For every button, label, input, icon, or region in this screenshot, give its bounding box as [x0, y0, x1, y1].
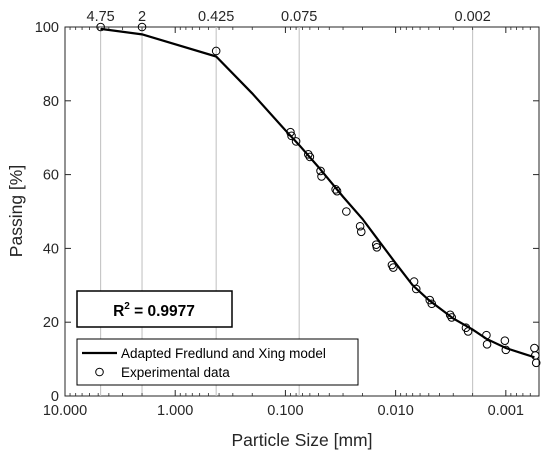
- y-axis-label: Passing [%]: [6, 165, 26, 257]
- r2-text: R2 = 0.9977: [113, 301, 195, 320]
- data-point: [137, 22, 147, 32]
- data-point: [286, 127, 295, 137]
- data-point: [356, 227, 366, 237]
- data-point: [463, 327, 473, 336]
- y-tick-label: 40: [43, 241, 59, 257]
- r2-value: = 0.9977: [130, 303, 195, 320]
- legend-label-model: Adapted Fredlund and Xing model: [121, 346, 326, 361]
- data-point: [482, 330, 491, 340]
- data-point: [531, 358, 541, 368]
- data-point: [445, 310, 455, 320]
- y-tick-label: 60: [43, 168, 59, 184]
- x-axis-ticks: 10.000 1.000 0.100 0.010 0.001: [43, 27, 540, 419]
- data-point: [388, 263, 398, 272]
- r2-box: [76, 290, 233, 328]
- r2-annotation: R2 = 0.9977: [76, 290, 233, 328]
- data-point: [342, 207, 351, 216]
- legend: Adapted Fredlund and Xing model Experime…: [76, 338, 359, 386]
- data-point: [332, 186, 342, 196]
- x-tick-label: 10.000: [43, 403, 87, 419]
- x-tick-label: 0.100: [267, 403, 303, 419]
- top-tick-label: 0.075: [281, 9, 317, 25]
- x-tick-label: 0.001: [488, 403, 524, 419]
- data-point: [427, 299, 437, 309]
- grid-lines: [100, 27, 474, 396]
- legend-box: [76, 338, 359, 386]
- data-point: [316, 166, 325, 176]
- x-tick-label: 1.000: [157, 403, 193, 419]
- top-tick-label: 2: [138, 9, 146, 25]
- data-point: [96, 22, 105, 32]
- experimental-markers: [96, 22, 541, 368]
- data-point: [500, 336, 510, 345]
- r2-symbol: R: [113, 303, 124, 320]
- top-tick-label: 0.425: [198, 9, 234, 25]
- data-point: [305, 152, 315, 162]
- r2-superscript: 2: [124, 301, 130, 312]
- plot-area: 10.000 1.000 0.100 0.010 0.001 020406080100 …: [35, 9, 541, 419]
- top-tick-label: 4.75: [87, 9, 115, 25]
- top-axis-ticks: 4.75 2 0.425 0.075 0.002: [87, 9, 491, 25]
- plot-frame: [64, 26, 540, 397]
- data-point: [411, 284, 421, 294]
- data-point: [482, 340, 492, 349]
- data-point: [447, 313, 456, 322]
- x-axis-label: Particle Size [mm]: [232, 430, 373, 450]
- y-tick-label: 20: [43, 315, 59, 331]
- data-point: [291, 137, 301, 146]
- data-point: [355, 221, 365, 231]
- data-point: [317, 172, 326, 181]
- data-point: [501, 345, 511, 355]
- data-point: [331, 185, 340, 194]
- legend-marker-swatch: [95, 367, 104, 377]
- data-point: [211, 46, 221, 56]
- x-tick-label: 0.010: [377, 403, 413, 419]
- data-point: [287, 131, 296, 141]
- data-point: [372, 242, 382, 252]
- y-tick-label: 0: [51, 389, 59, 405]
- data-point: [303, 150, 313, 159]
- legend-label-experimental: Experimental data: [121, 365, 230, 380]
- top-tick-label: 0.002: [455, 9, 491, 25]
- y-tick-label: 80: [43, 94, 59, 110]
- y-axis-ticks: 0 20 40 60 80 100: [35, 20, 539, 405]
- y-tick-label: 100: [35, 20, 59, 36]
